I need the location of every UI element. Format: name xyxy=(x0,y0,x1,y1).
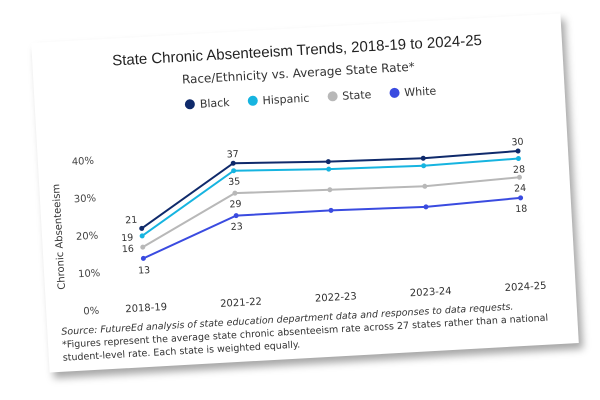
legend-marker xyxy=(184,99,196,110)
legend-label: Hispanic xyxy=(262,91,310,108)
data-label: 13 xyxy=(138,265,151,277)
legend-label: Black xyxy=(199,96,230,111)
data-point-hispanic xyxy=(326,166,332,172)
data-point-hispanic xyxy=(139,233,145,239)
data-point-black xyxy=(420,155,426,161)
data-label: 21 xyxy=(125,215,138,227)
legend-item-state: State xyxy=(326,88,372,103)
y-tick-label: 40% xyxy=(72,156,95,168)
data-label: 28 xyxy=(513,164,526,176)
x-tick-label: 2018-19 xyxy=(125,302,167,315)
data-point-white xyxy=(518,195,524,201)
data-point-white xyxy=(328,207,334,213)
series-line-hispanic xyxy=(141,157,519,237)
data-point-black xyxy=(515,148,521,154)
data-label: 16 xyxy=(122,244,135,256)
data-point-black xyxy=(325,159,331,165)
data-point-black xyxy=(139,225,145,231)
data-label: 29 xyxy=(229,199,242,211)
data-label: 37 xyxy=(226,149,239,161)
data-point-state xyxy=(232,190,238,196)
legend-label: State xyxy=(341,88,372,103)
legend-item-white: White xyxy=(389,85,437,101)
data-label: 18 xyxy=(515,204,528,216)
data-point-state xyxy=(327,187,333,193)
legend-marker xyxy=(326,91,338,102)
data-label: 24 xyxy=(514,183,527,195)
y-tick-label: 30% xyxy=(74,193,97,205)
legend-label: White xyxy=(403,84,437,100)
x-tick-label: 2024-25 xyxy=(504,281,546,294)
line-chart: 0% 10% 20% 30% 40% Chronic Absenteeism 2018-19… xyxy=(51,137,547,318)
legend-item-black: Black xyxy=(184,96,230,111)
legend-marker xyxy=(247,95,258,107)
x-tick-label: 2021-22 xyxy=(220,297,262,310)
data-point-state xyxy=(422,183,428,189)
data-label: 35 xyxy=(228,176,241,188)
data-label: 30 xyxy=(511,137,524,149)
y-tick-label: 20% xyxy=(76,231,99,243)
data-point-black xyxy=(230,160,236,166)
data-point-white xyxy=(140,255,146,261)
series-line-white xyxy=(142,196,521,260)
x-tick-label: 2022-23 xyxy=(315,291,357,304)
data-point-white xyxy=(423,204,429,210)
data-point-white xyxy=(233,213,239,219)
y-tick-label: 0% xyxy=(83,306,99,318)
data-point-state xyxy=(140,244,146,250)
legend-item-hispanic: Hispanic xyxy=(247,91,310,108)
data-point-hispanic xyxy=(421,163,427,169)
y-tick-label: 10% xyxy=(78,268,101,280)
data-point-state xyxy=(516,174,522,180)
chart-card: State Chronic Absenteeism Trends, 2018-1… xyxy=(31,13,579,373)
x-tick-label: 2023-24 xyxy=(410,286,452,299)
legend-marker xyxy=(389,87,400,99)
y-axis-label: Chronic Absenteeism xyxy=(51,184,68,290)
data-point-hispanic xyxy=(515,156,521,162)
data-label: 19 xyxy=(121,232,134,244)
data-point-hispanic xyxy=(231,168,237,174)
data-label: 23 xyxy=(230,221,243,233)
